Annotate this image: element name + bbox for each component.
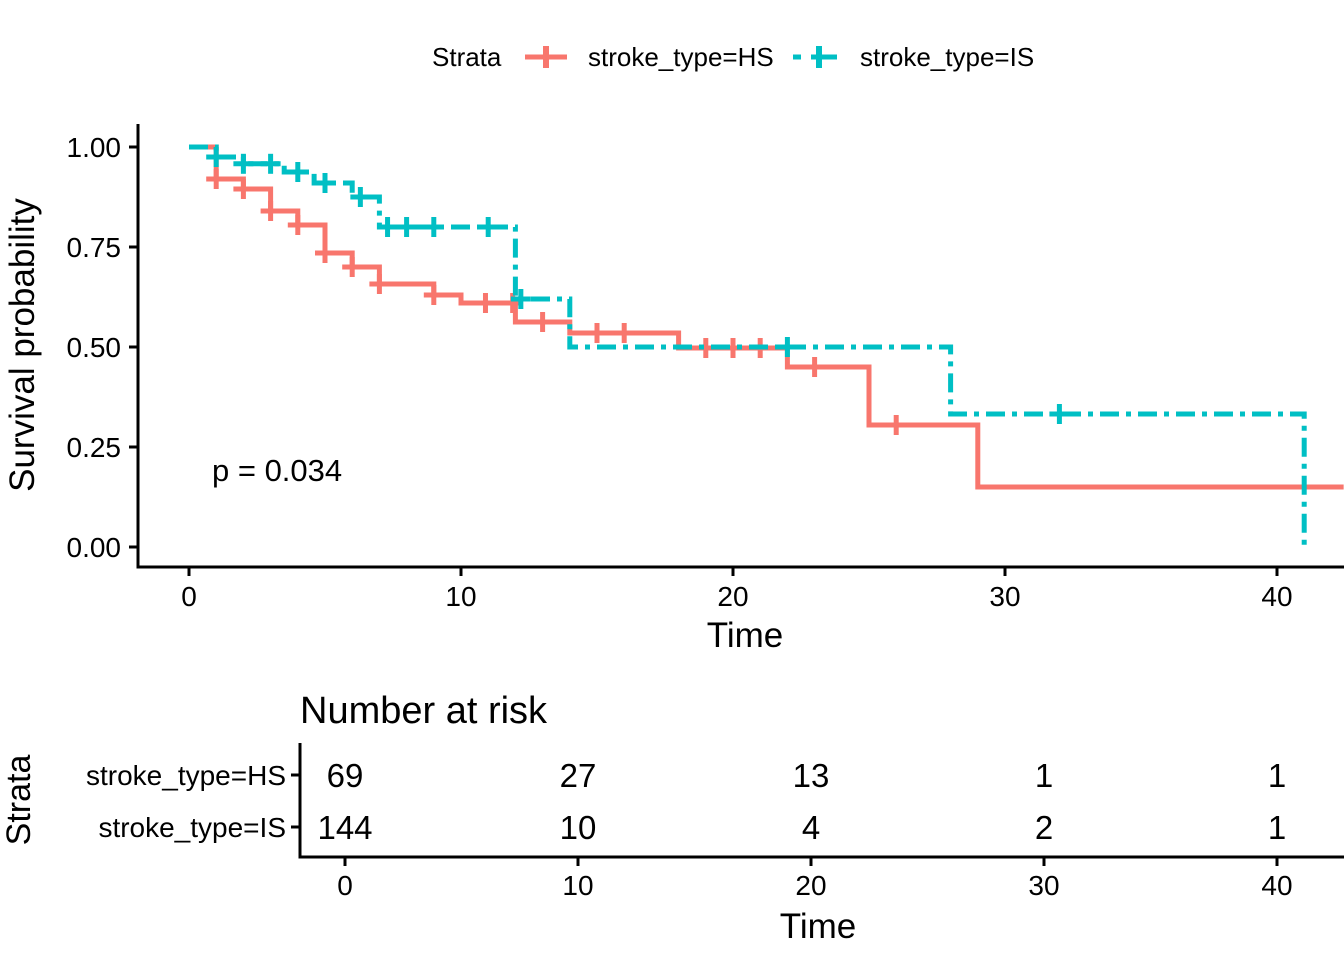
pvalue-label: p = 0.034	[212, 453, 342, 488]
y-axis-title: Survival probability	[3, 198, 42, 492]
legend: Strata stroke_type=HS stroke_type=IS	[432, 42, 1034, 72]
risk-count: 144	[317, 809, 372, 846]
km-series-is	[189, 144, 1307, 547]
censor-marks-is	[206, 147, 1070, 424]
risk-count: 1	[1268, 757, 1286, 794]
risk-table-title: Number at risk	[300, 690, 548, 732]
risk-x-tick-label: 10	[562, 870, 593, 901]
x-tick-label: 30	[989, 581, 1020, 612]
risk-row-label-hs: stroke_type=HS	[86, 760, 286, 791]
risk-count: 27	[560, 757, 597, 794]
risk-x-tick-label: 20	[795, 870, 826, 901]
main-axes: 0 10 20 30 40 0.00 0.25 0.50 0.75 1.00 Time Surviva…	[3, 124, 1344, 655]
y-tick-label: 0.00	[67, 532, 122, 563]
y-tick-label: 0.25	[67, 432, 122, 463]
risk-x-tick-label: 0	[337, 870, 353, 901]
x-tick-label: 20	[717, 581, 748, 612]
x-tick-label: 0	[181, 581, 197, 612]
risk-x-tick-label: 30	[1028, 870, 1059, 901]
risk-table: Number at risk stroke_type=HS 69 27 13 1 1 stro…	[0, 690, 1344, 946]
risk-count: 2	[1035, 809, 1053, 846]
x-axis-title: Time	[707, 616, 783, 655]
x-tick-label: 10	[445, 581, 476, 612]
risk-count: 10	[560, 809, 597, 846]
risk-count: 4	[802, 809, 820, 846]
legend-key-is	[793, 46, 837, 68]
risk-x-axis-title: Time	[780, 907, 856, 946]
risk-count: 1	[1268, 809, 1286, 846]
risk-count: 69	[327, 757, 364, 794]
risk-count: 1	[1035, 757, 1053, 794]
y-tick-label: 1.00	[67, 132, 122, 163]
x-tick-label: 40	[1261, 581, 1292, 612]
censor-marks-hs	[206, 169, 907, 435]
risk-count: 13	[793, 757, 830, 794]
risk-x-tick-label: 40	[1261, 870, 1292, 901]
legend-label-is: stroke_type=IS	[860, 42, 1034, 72]
legend-title: Strata	[432, 42, 502, 72]
legend-label-hs: stroke_type=HS	[588, 42, 774, 72]
y-tick-label: 0.50	[67, 332, 122, 363]
risk-row-label-is: stroke_type=IS	[98, 812, 286, 843]
risk-strata-label: Strata	[0, 755, 38, 846]
legend-key-hs	[525, 46, 567, 68]
y-tick-label: 0.75	[67, 232, 122, 263]
